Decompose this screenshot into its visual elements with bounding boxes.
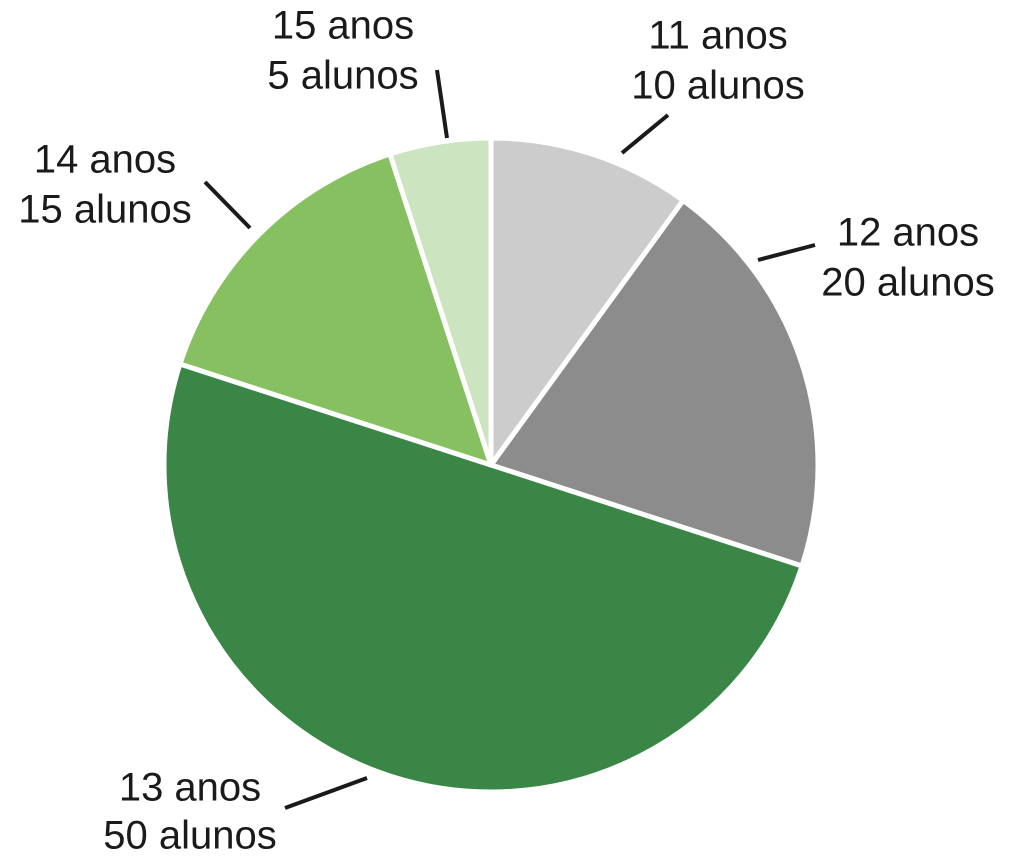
leader-line [757,243,816,262]
pie-slice [488,135,686,468]
value-label: 50 alunos [103,814,276,858]
leader-line [620,113,670,155]
pie-slice [161,361,805,795]
value-label: 10 alunos [631,64,804,108]
category-label: 11 anos [648,14,787,58]
value-label: 5 alunos [267,54,418,98]
leader-line [284,776,368,810]
leader-line [203,180,252,230]
category-label: 13 anos [119,766,261,810]
value-label: 20 alunos [821,261,994,305]
category-label: 14 anos [34,138,176,182]
category-label: 15 anos [272,4,414,48]
pie-slice [488,197,821,569]
leader-line [435,69,449,139]
pie-slice [387,135,494,468]
category-label: 12 anos [837,211,979,255]
value-label: 15 alunos [18,188,191,232]
